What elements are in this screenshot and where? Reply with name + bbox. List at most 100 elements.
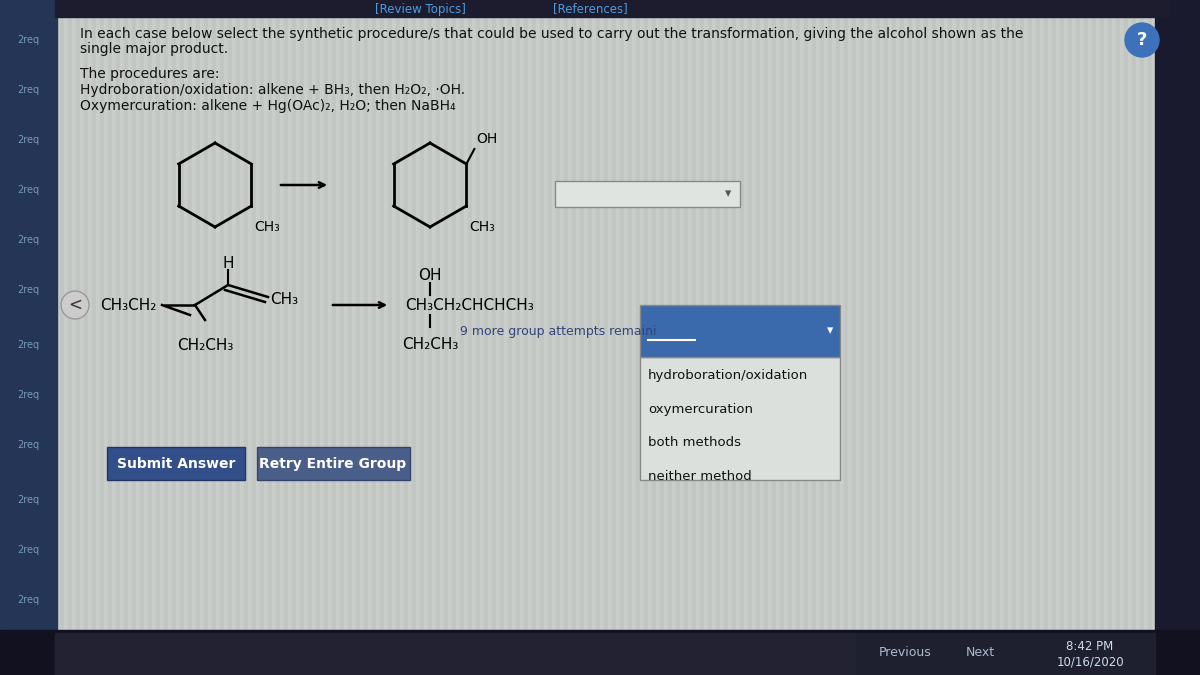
Bar xyxy=(444,0,448,675)
Bar xyxy=(236,0,240,675)
Bar xyxy=(524,0,528,675)
Bar xyxy=(636,0,640,675)
Bar xyxy=(460,0,464,675)
Bar xyxy=(756,0,760,675)
Text: 2req: 2req xyxy=(17,545,40,555)
Bar xyxy=(320,0,324,675)
Bar xyxy=(1016,0,1020,675)
Bar xyxy=(1164,0,1168,675)
Bar xyxy=(780,0,784,675)
Bar xyxy=(68,0,72,675)
Bar xyxy=(80,0,84,675)
Bar xyxy=(0,0,58,675)
Bar xyxy=(512,0,516,675)
Bar xyxy=(340,0,344,675)
Bar xyxy=(272,0,276,675)
Text: 2req: 2req xyxy=(17,235,40,245)
Bar xyxy=(516,0,520,675)
Bar xyxy=(1124,0,1128,675)
Text: Retry Entire Group: Retry Entire Group xyxy=(259,457,407,471)
Bar xyxy=(1132,0,1136,675)
Bar xyxy=(656,0,660,675)
Bar xyxy=(640,0,644,675)
Bar xyxy=(628,0,632,675)
Bar xyxy=(324,0,328,675)
Bar xyxy=(232,0,236,675)
Text: 10/16/2020: 10/16/2020 xyxy=(1056,655,1124,668)
Bar xyxy=(160,0,164,675)
Bar xyxy=(884,0,888,675)
Text: Oxymercuration: alkene + Hg(OAc)₂, H₂O; then NaBH₄: Oxymercuration: alkene + Hg(OAc)₂, H₂O; … xyxy=(80,99,456,113)
Bar xyxy=(776,0,780,675)
Bar xyxy=(1100,0,1104,675)
Bar xyxy=(420,0,424,675)
Bar xyxy=(192,0,196,675)
Text: 2req: 2req xyxy=(17,390,40,400)
Bar xyxy=(1148,0,1152,675)
Bar xyxy=(492,0,496,675)
Bar xyxy=(384,0,388,675)
Bar xyxy=(764,0,768,675)
Bar xyxy=(16,0,20,675)
Bar xyxy=(744,0,748,675)
Bar xyxy=(304,0,308,675)
Bar xyxy=(712,0,716,675)
Bar xyxy=(156,0,160,675)
Bar xyxy=(56,0,60,675)
Bar xyxy=(20,0,24,675)
Bar xyxy=(107,447,245,480)
Bar xyxy=(648,0,652,675)
Bar xyxy=(360,0,364,675)
Bar xyxy=(1040,0,1044,675)
Bar xyxy=(1152,0,1156,675)
Bar xyxy=(1000,0,1004,675)
Bar xyxy=(296,0,300,675)
Bar xyxy=(1032,0,1036,675)
Text: 2req: 2req xyxy=(17,135,40,145)
Bar xyxy=(1044,0,1048,675)
Bar xyxy=(928,0,932,675)
Bar xyxy=(704,0,708,675)
Bar xyxy=(872,0,876,675)
Bar xyxy=(784,0,788,675)
Bar xyxy=(256,0,260,675)
Bar xyxy=(936,0,940,675)
Bar xyxy=(644,0,648,675)
Bar xyxy=(920,0,924,675)
Bar xyxy=(988,0,992,675)
Bar xyxy=(380,0,384,675)
Bar xyxy=(412,0,416,675)
Circle shape xyxy=(1126,23,1159,57)
Bar xyxy=(364,0,368,675)
Text: neither method: neither method xyxy=(648,470,751,483)
Bar xyxy=(28,0,32,675)
Bar xyxy=(176,0,180,675)
Bar xyxy=(96,0,100,675)
Bar xyxy=(1172,0,1176,675)
Bar xyxy=(1120,0,1124,675)
Bar xyxy=(36,0,40,675)
Bar xyxy=(496,0,500,675)
Text: 9 more group attempts remaini: 9 more group attempts remaini xyxy=(460,325,656,338)
Bar xyxy=(824,0,828,675)
Bar xyxy=(592,0,596,675)
Bar xyxy=(168,0,172,675)
Bar xyxy=(300,0,304,675)
Bar xyxy=(812,0,816,675)
Bar xyxy=(556,0,560,675)
Bar xyxy=(240,0,244,675)
Bar xyxy=(1176,0,1180,675)
Bar xyxy=(716,0,720,675)
Bar xyxy=(288,0,292,675)
Bar xyxy=(88,0,92,675)
Bar xyxy=(600,0,604,675)
Bar xyxy=(952,0,956,675)
Bar xyxy=(424,0,428,675)
Bar xyxy=(932,0,936,675)
Bar xyxy=(960,0,964,675)
Bar xyxy=(964,0,968,675)
Bar xyxy=(252,0,256,675)
Bar xyxy=(772,0,776,675)
Text: 2req: 2req xyxy=(17,340,40,350)
Text: both methods: both methods xyxy=(648,437,742,450)
